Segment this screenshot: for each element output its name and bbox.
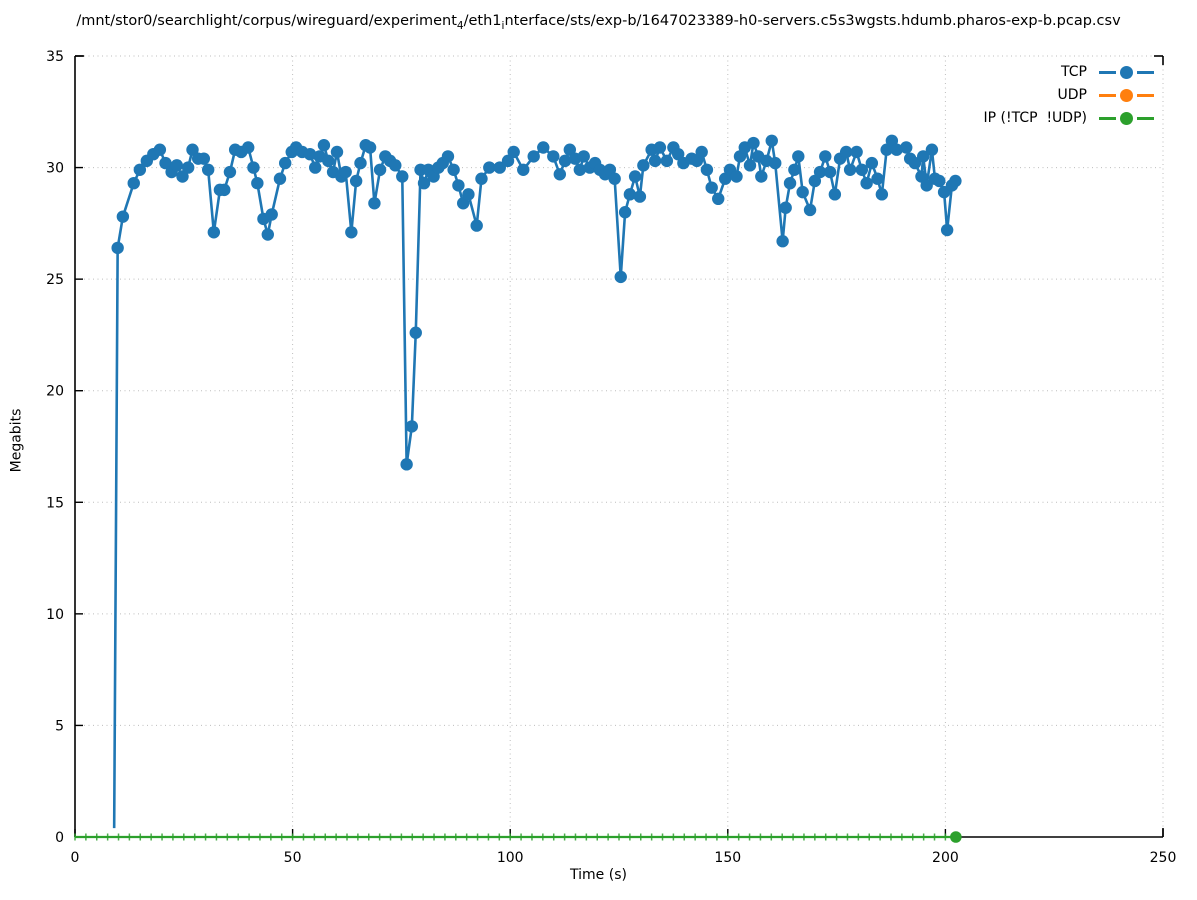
title-subscript: 4 (456, 20, 464, 32)
svg-text:15: 15 (46, 495, 64, 511)
svg-text:20: 20 (46, 384, 64, 400)
point-marker-icon (1120, 88, 1133, 102)
title-segment: /mnt/stor0/searchlight/corpus/wireguard/… (76, 13, 457, 29)
svg-text:50: 50 (284, 850, 302, 866)
ip-series (74, 831, 962, 843)
line-sample-icon (1137, 70, 1154, 74)
svg-text:150: 150 (714, 850, 741, 866)
x-tick-labels: 0 50 100 150 200 250 (71, 850, 1177, 866)
svg-text:25: 25 (46, 272, 64, 288)
legend-row-udp: UDP (984, 86, 1158, 104)
x-axis-label: Time (s) (570, 867, 627, 883)
svg-text:200: 200 (932, 850, 959, 866)
svg-text:10: 10 (46, 607, 64, 623)
legend-sample-tcp (1099, 65, 1157, 79)
chart-title: /mnt/stor0/searchlight/corpus/wireguard/… (0, 13, 1197, 32)
legend-row-tcp: TCP (984, 63, 1158, 81)
legend-label-ip: IP (!TCP !UDP) (983, 110, 1088, 126)
line-sample-icon (1099, 116, 1116, 120)
legend-sample-udp (1099, 88, 1157, 102)
point-marker-icon (1120, 65, 1133, 79)
legend-label-tcp: TCP (1061, 64, 1087, 80)
tick-marks (74, 55, 1164, 838)
y-tick-labels: 0 5 10 15 20 25 30 35 (46, 49, 64, 846)
line-sample-icon (1099, 70, 1116, 74)
svg-text:5: 5 (55, 718, 64, 734)
axis-border (74, 55, 1164, 838)
legend-row-ip: IP (!TCP !UDP) (984, 109, 1158, 127)
line-sample-icon (1137, 93, 1154, 97)
svg-text:0: 0 (55, 830, 64, 846)
point-marker-icon (1120, 111, 1133, 125)
legend-sample-ip (1099, 111, 1157, 125)
legend-label-udp: UDP (1057, 87, 1087, 103)
title-segment: /eth1 (463, 13, 502, 29)
grid-lines (75, 55, 1164, 837)
svg-text:250: 250 (1150, 850, 1177, 866)
svg-text:0: 0 (71, 850, 80, 866)
y-axis-label: Megabits (8, 408, 25, 473)
line-sample-icon (1137, 116, 1154, 120)
tcp-series (111, 134, 962, 829)
title-segment: nterface/sts/exp-b/1647023389-h0-servers… (504, 13, 1121, 29)
title-subscript: i (501, 20, 505, 32)
svg-text:35: 35 (46, 49, 64, 65)
line-sample-icon (1099, 93, 1116, 97)
legend: TCP UDP IP (!TCP !UDP) (984, 63, 1158, 127)
svg-text:30: 30 (46, 161, 64, 177)
svg-text:100: 100 (497, 850, 524, 866)
